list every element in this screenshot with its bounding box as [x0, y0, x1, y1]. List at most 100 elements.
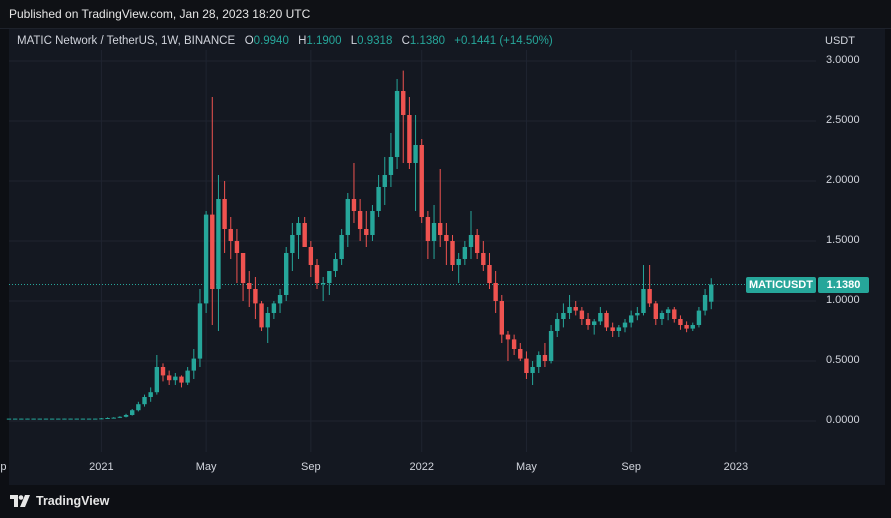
candle[interactable]	[80, 418, 86, 420]
candle[interactable]	[542, 343, 548, 367]
candle[interactable]	[678, 315, 683, 330]
tradingview-logo-icon[interactable]	[9, 494, 31, 508]
candle[interactable]	[56, 418, 61, 420]
candle[interactable]	[653, 301, 658, 325]
candle[interactable]	[511, 334, 517, 355]
candle[interactable]	[561, 303, 566, 328]
candle[interactable]	[117, 416, 123, 418]
candle[interactable]	[68, 418, 73, 420]
candle[interactable]	[456, 253, 461, 283]
candle[interactable]	[179, 375, 184, 388]
candle[interactable]	[450, 235, 455, 271]
candle[interactable]	[284, 247, 289, 301]
candle[interactable]	[93, 418, 98, 420]
candle[interactable]	[302, 217, 307, 247]
candle[interactable]	[536, 351, 541, 373]
candle[interactable]	[228, 217, 233, 259]
candle[interactable]	[376, 175, 381, 217]
candle[interactable]	[518, 343, 523, 361]
candle[interactable]	[308, 241, 314, 277]
candle[interactable]	[524, 351, 529, 379]
candle[interactable]	[247, 271, 252, 307]
candle[interactable]	[173, 373, 178, 385]
candle[interactable]	[579, 307, 585, 325]
candle[interactable]	[616, 325, 622, 337]
candle[interactable]	[191, 349, 196, 379]
candle[interactable]	[12, 418, 18, 420]
candle[interactable]	[222, 181, 227, 253]
candle[interactable]	[290, 223, 295, 271]
candle[interactable]	[370, 205, 375, 241]
candle[interactable]	[647, 265, 652, 307]
candle[interactable]	[684, 321, 689, 333]
candle[interactable]	[197, 289, 203, 367]
candle[interactable]	[74, 418, 79, 420]
candle[interactable]	[43, 418, 49, 420]
candle[interactable]	[339, 229, 344, 265]
candle[interactable]	[530, 361, 535, 385]
candle[interactable]	[62, 418, 67, 420]
candle[interactable]	[419, 139, 424, 223]
candle[interactable]	[210, 97, 215, 325]
candle[interactable]	[481, 241, 486, 271]
candle[interactable]	[635, 307, 640, 321]
candle[interactable]	[166, 370, 172, 385]
candle[interactable]	[234, 229, 240, 283]
candle[interactable]	[357, 199, 363, 241]
chart-pane[interactable]	[9, 29, 885, 485]
candle[interactable]	[382, 157, 387, 205]
candle[interactable]	[610, 322, 615, 337]
candle[interactable]	[19, 418, 24, 420]
candle[interactable]	[271, 301, 277, 319]
candle[interactable]	[123, 413, 129, 418]
candle[interactable]	[388, 133, 394, 187]
tradingview-brand[interactable]: TradingView	[36, 494, 110, 508]
candle[interactable]	[665, 307, 671, 321]
candle[interactable]	[351, 163, 357, 223]
candle[interactable]	[431, 205, 437, 259]
candle[interactable]	[154, 355, 160, 395]
candle[interactable]	[468, 211, 474, 259]
candle[interactable]	[493, 271, 498, 313]
candle[interactable]	[345, 193, 350, 247]
candle[interactable]	[487, 253, 492, 289]
candle[interactable]	[314, 259, 320, 289]
candle[interactable]	[216, 175, 221, 331]
candle[interactable]	[130, 409, 135, 416]
candle[interactable]	[709, 278, 714, 310]
candle[interactable]	[573, 301, 578, 316]
candle[interactable]	[444, 223, 449, 265]
candle[interactable]	[499, 295, 504, 343]
candle[interactable]	[425, 211, 431, 259]
candle[interactable]	[203, 211, 209, 313]
candle[interactable]	[394, 79, 400, 169]
candle[interactable]	[86, 418, 92, 420]
candle[interactable]	[320, 277, 326, 301]
candle[interactable]	[277, 289, 283, 313]
candle[interactable]	[148, 387, 153, 402]
candle[interactable]	[31, 418, 36, 420]
candle[interactable]	[505, 331, 511, 361]
candle[interactable]	[240, 253, 246, 301]
candle[interactable]	[25, 418, 30, 420]
candle[interactable]	[265, 307, 270, 343]
candle[interactable]	[111, 417, 116, 419]
candle[interactable]	[696, 307, 702, 328]
candle[interactable]	[598, 307, 603, 325]
candle[interactable]	[548, 325, 554, 364]
candle[interactable]	[702, 289, 708, 316]
candle[interactable]	[659, 310, 665, 325]
candle[interactable]	[413, 115, 418, 211]
candle[interactable]	[401, 70, 406, 163]
candle[interactable]	[333, 253, 338, 277]
candle[interactable]	[136, 401, 141, 412]
candle[interactable]	[6, 418, 12, 420]
candle[interactable]	[142, 394, 147, 407]
candle[interactable]	[99, 418, 104, 420]
candle[interactable]	[462, 241, 468, 265]
candle[interactable]	[37, 418, 42, 420]
candle[interactable]	[585, 313, 591, 330]
candle[interactable]	[438, 169, 443, 247]
candle[interactable]	[160, 363, 166, 382]
